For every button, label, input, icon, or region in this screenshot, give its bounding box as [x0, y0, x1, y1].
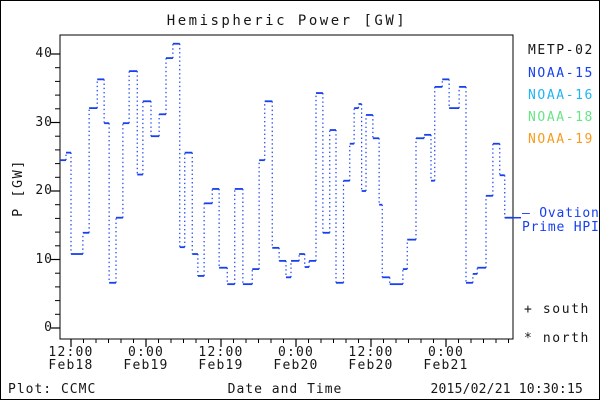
x-tick-date: Feb20	[348, 357, 394, 373]
x-tick-time: 0:00	[277, 345, 315, 360]
x-tick-label: 12:00 Feb18	[33, 345, 109, 373]
x-tick-date: Feb19	[198, 357, 244, 373]
y-tick-label: 20	[35, 183, 53, 198]
plot-credit: Plot: CCMC	[8, 382, 97, 397]
legend-item-noaa-18: NOAA-18	[528, 110, 594, 125]
x-tick-label: 12:00 Feb19	[183, 345, 259, 373]
legend-item-noaa-16: NOAA-16	[528, 88, 594, 103]
legend-item-noaa-19: NOAA-19	[528, 132, 594, 147]
x-tick-label: 12:00 Feb20	[333, 345, 409, 373]
ovation-label-line1: Ovation	[539, 206, 600, 221]
x-tick-label: 0:00 Feb20	[258, 345, 334, 373]
x-tick-date: Feb19	[123, 357, 169, 373]
legend-item-noaa-15: NOAA-15	[528, 66, 594, 81]
chart-title: Hemispheric Power [GW]	[166, 13, 408, 29]
ovation-prime-hpi-label: — Ovation Prime HPI	[522, 206, 600, 235]
ovation-line-sample: —	[522, 206, 531, 221]
x-tick-date: Feb18	[48, 357, 94, 373]
x-axis-title: Date and Time	[227, 382, 343, 397]
timestamp: 2015/02/21 10:30:15	[430, 382, 583, 397]
y-tick-label: 30	[35, 114, 53, 130]
x-tick-time: 12:00	[198, 345, 244, 360]
ovation-label-line2: Prime HPI	[522, 219, 600, 235]
y-tick-label: 10	[35, 251, 53, 267]
y-tick-label: 0	[44, 320, 53, 335]
x-tick-label: 0:00 Feb21	[408, 345, 484, 373]
south-marker-label: + south	[524, 302, 590, 317]
x-tick-time: 12:00	[348, 345, 394, 360]
x-tick-time: 12:00	[48, 345, 94, 360]
plot-frame	[59, 34, 514, 340]
x-tick-date: Feb20	[273, 357, 319, 373]
x-tick-date: Feb21	[423, 357, 469, 373]
legend-item-metp-02: METP-02	[528, 43, 594, 58]
x-tick-time: 0:00	[427, 345, 465, 360]
north-marker-label: * north	[524, 331, 590, 346]
x-tick-time: 0:00	[127, 345, 165, 360]
y-tick-label: 40	[35, 46, 53, 61]
x-tick-label: 0:00 Feb19	[108, 345, 184, 373]
